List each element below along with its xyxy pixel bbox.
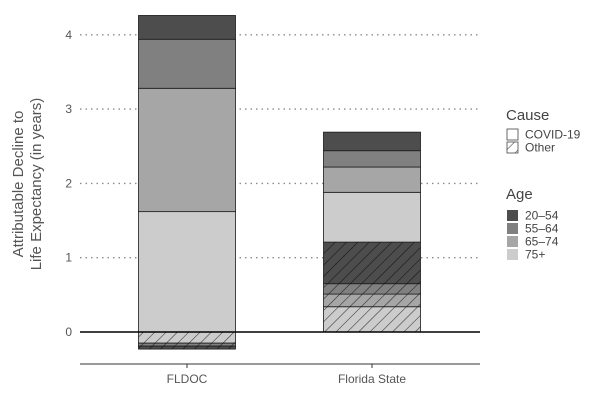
bar-segment-fldoc-covid-19-75: [138, 211, 236, 333]
legend-label-20-54: 20–54: [525, 209, 559, 223]
legend-label-65-74: 65–74: [525, 235, 559, 249]
bar-segment-fldoc-other-55-64-hatch: [138, 343, 236, 347]
y-tick-label-0: 0: [65, 325, 72, 339]
axes: 0 1 2 3 4 FLDOC Florida State: [65, 28, 480, 386]
legend-age-title: Age: [506, 186, 533, 203]
legend-label-covid: COVID-19: [525, 128, 581, 142]
bar-segment-florida-state-covid-19-75: [323, 191, 421, 243]
bar-segment-fldoc-covid-19-20-54: [138, 15, 236, 40]
bar-segment-florida-state-covid-19-20-54: [323, 131, 421, 152]
legend-label-55-64: 55–64: [525, 222, 559, 236]
y-tick-label-3: 3: [65, 102, 72, 116]
legend-cause: Cause COVID-19 Other: [506, 107, 581, 155]
bar-segment-fldoc-covid-19-65-74: [138, 87, 236, 213]
bar-segment-florida-state-covid-19-65-74: [323, 166, 421, 193]
bar-segment-florida-state-covid-19-55-64: [323, 150, 421, 168]
legend-label-75: 75+: [525, 248, 545, 262]
bars: [138, 15, 421, 350]
legend-swatch-65-74: [507, 236, 518, 247]
legend-swatch-other: [506, 141, 519, 154]
bar-segment-florida-state-other-55-64-hatch: [323, 283, 421, 295]
y-tick-label-4: 4: [65, 28, 72, 42]
bar-segment-florida-state-other-20-54-hatch: [323, 242, 421, 284]
bar-segment-fldoc-covid-19-55-64: [138, 38, 236, 89]
x-tick-label-fldoc: FLDOC: [167, 372, 208, 386]
y-tick-label-2: 2: [65, 176, 72, 190]
legend-age: Age 20–54 55–64 65–74 75+: [506, 186, 559, 262]
y-axis-title-line-1: Attributable Decline to: [10, 111, 27, 258]
legend-cause-title: Cause: [506, 107, 549, 124]
legend-swatch-75: [507, 249, 518, 260]
legend-label-other: Other: [525, 141, 555, 155]
bar-segment-florida-state-other-75-hatch: [323, 306, 421, 332]
legend-swatch-20-54: [507, 210, 518, 221]
bar-segment-fldoc-other-75-hatch: [138, 332, 236, 344]
legend-swatch-covid: [506, 128, 519, 141]
bar-segment-fldoc-other-20-54-hatch: [138, 346, 236, 350]
y-tick-label-1: 1: [65, 251, 72, 265]
x-tick-label-florida-state: Florida State: [338, 372, 406, 386]
bar-segment-florida-state-other-65-74-hatch: [323, 294, 421, 307]
y-axis-title-line-2: Life Expectancy (in years): [28, 98, 45, 271]
legend-swatch-55-64: [507, 223, 518, 234]
